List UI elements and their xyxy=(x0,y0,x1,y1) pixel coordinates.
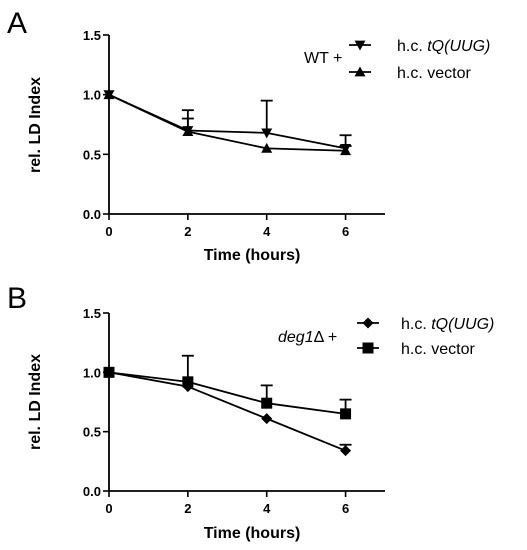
legend-marker xyxy=(362,317,374,329)
series-line xyxy=(108,93,346,152)
data-point-marker xyxy=(261,413,273,425)
x-tick-label: 4 xyxy=(263,224,271,239)
series-1 xyxy=(103,90,352,154)
x-tick-label: 4 xyxy=(263,501,271,516)
data-point-marker xyxy=(103,366,115,378)
legend-label-plain: h.c. vector xyxy=(401,341,475,358)
legend-prefix: WT + xyxy=(304,50,342,67)
legend-prefix-plain: Δ + xyxy=(314,329,338,346)
y-tick-label: 1.5 xyxy=(83,28,101,43)
series-2 xyxy=(103,354,352,420)
x-axis-title: Time (hours) xyxy=(204,247,301,264)
legend-marker xyxy=(354,66,366,77)
data-point-marker xyxy=(261,397,273,409)
data-point-marker xyxy=(261,128,273,139)
x-tick-label: 2 xyxy=(184,501,191,516)
legend-label-italic: tQ(UUG) xyxy=(427,38,490,55)
y-tick-label: 0.0 xyxy=(83,207,101,222)
series-line xyxy=(108,371,346,452)
panel-letter: B xyxy=(7,282,27,315)
legend: h.c. tQ(UUG) h.c. vector WT + xyxy=(304,38,490,82)
legend-label-plain: h.c. xyxy=(397,38,427,55)
y-tick-label: 0.0 xyxy=(83,484,101,499)
legend-label-plain: h.c. vector xyxy=(397,65,471,82)
panel-b: B 0.0 0.5 1.0 1.5 0 2 4 6 Time (hours) rel. LD Ind… xyxy=(7,282,494,542)
y-tick-label: 0.5 xyxy=(83,425,101,440)
data-point-marker xyxy=(182,376,194,388)
data-point-marker xyxy=(340,445,352,457)
data-point-marker xyxy=(340,408,352,420)
legend: h.c. tQ(UUG) h.c. vector deg1Δ + xyxy=(278,316,494,358)
panel-a: A 0.0 0.5 1.0 1.5 0 2 4 6 Time (hours) rel. LD Ind… xyxy=(7,7,490,264)
y-tick-label: 1.0 xyxy=(83,88,101,103)
data-point-marker xyxy=(261,142,273,153)
legend-label-plain: h.c. xyxy=(401,316,431,333)
legend-label: h.c. tQ(UUG) xyxy=(397,38,490,55)
data-point-marker xyxy=(103,89,115,100)
x-tick-label: 0 xyxy=(105,224,112,239)
y-tick-label: 0.5 xyxy=(83,147,101,162)
data-point-marker xyxy=(182,126,194,137)
legend-prefix: deg1Δ + xyxy=(278,329,337,346)
legend-prefix-italic: deg1 xyxy=(278,329,314,346)
series-2 xyxy=(103,89,352,156)
series-line xyxy=(108,371,346,415)
y-axis-title: rel. LD Index xyxy=(27,354,44,450)
panel-letter: A xyxy=(7,7,27,40)
legend-label: h.c. tQ(UUG) xyxy=(401,316,494,333)
legend-label: h.c. vector xyxy=(397,65,471,82)
x-tick-label: 0 xyxy=(105,501,112,516)
legend-label-italic: tQ(UUG) xyxy=(431,316,494,333)
x-tick-label: 2 xyxy=(184,224,191,239)
legend-label: h.c. vector xyxy=(401,341,475,358)
x-axis-title: Time (hours) xyxy=(204,525,301,542)
legend-marker xyxy=(354,40,366,51)
x-tick-label: 6 xyxy=(342,501,349,516)
y-axis-title: rel. LD Index xyxy=(27,77,44,173)
y-tick-label: 1.0 xyxy=(83,365,101,380)
legend-marker xyxy=(362,342,374,354)
data-point-marker xyxy=(340,145,352,156)
series-1 xyxy=(103,366,352,457)
y-tick-label: 1.5 xyxy=(83,306,101,321)
x-tick-label: 6 xyxy=(342,224,349,239)
